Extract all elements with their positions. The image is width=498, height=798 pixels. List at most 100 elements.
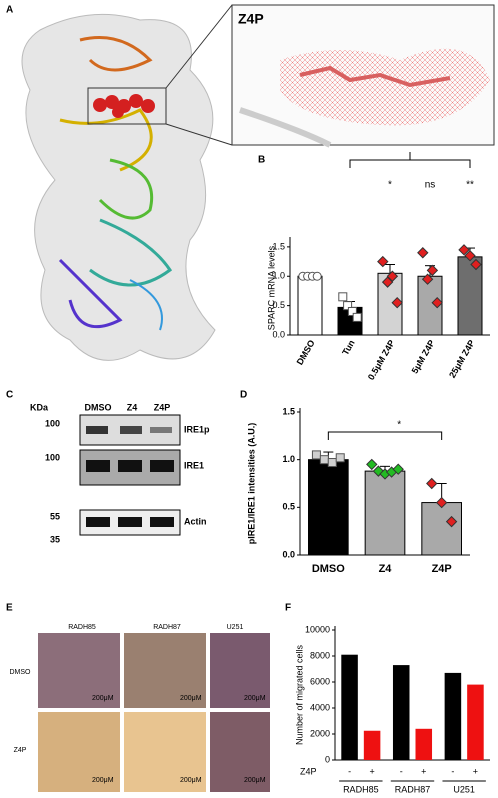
y-tick-label: 0.5 [272,300,285,310]
data-point [366,458,378,471]
data-point [372,465,385,477]
data-point [421,273,434,285]
scale-bar: 200μM [180,777,202,784]
bar [341,654,358,760]
row-label: Z4P [14,747,27,754]
inset-label: Z4P [238,11,264,27]
data-point [311,450,321,460]
significance-bracket [349,159,471,168]
data-point [312,271,322,281]
panel-letter: F [285,603,291,614]
data-point [335,453,345,463]
bar [457,256,483,336]
legend-entry: - [451,766,454,776]
data-point [426,477,438,490]
scale-bar: 200μM [92,695,114,702]
mw-marker: 100 [45,418,60,428]
panel-letter: A [6,5,13,16]
y-tick-label: 1.0 [282,454,295,464]
significance-bracket [327,431,443,440]
data-point [470,258,482,271]
scale-bar: 200μM [180,695,202,702]
data-point [431,296,443,309]
mw-marker: 35 [50,534,60,544]
bar [364,470,406,556]
data-point [352,312,362,322]
legend-title: Z4P [300,766,317,776]
legend-entry: - [348,766,351,776]
bar [308,459,349,556]
micrographs: E RADH85 RADH87 U251 DMSO Z4P 200μM 200μ… [6,603,270,792]
data-point [426,264,439,277]
y-tick-label: 1.5 [282,406,295,416]
x-tick-label: 25μM Z4P [447,338,477,379]
y-tick-label: 0.0 [282,549,295,559]
bar [421,502,463,556]
protein-structure [21,4,233,361]
data-point [319,455,329,465]
bar [297,275,323,336]
x-tick-label: 5μM Z4P [410,338,437,375]
annotation: ns [425,180,436,191]
x-tick-label: DMSO [295,338,317,366]
bar [444,672,462,760]
y-axis-label: Number of migrated cells [294,644,304,745]
panel-letter: C [6,390,13,401]
y-tick-label: 0 [325,754,330,764]
data-point [445,515,458,528]
data-point [417,247,429,259]
column-label: RADH85 [68,624,96,631]
data-point [386,270,399,282]
x-tick-label: U251 [453,784,475,794]
blot-header: Z4P [154,402,171,412]
inset: Z4P [231,4,495,148]
y-tick-label: 4000 [310,702,330,712]
y-tick-label: 0.0 [272,329,285,339]
legend-entry: + [473,766,478,776]
y-axis-label: pIRE1/IRE1 intensities (A.U.) [246,423,256,545]
x-tick-label: RADH87 [395,784,431,794]
blot-header: Z4 [127,402,138,412]
bar [392,665,410,760]
scale-bar: 200μM [244,777,266,784]
data-point [392,463,404,475]
x-tick-label: 0.5μM Z4P [366,338,397,382]
annotation: * [397,420,401,431]
column-label: U251 [227,624,244,631]
row-label: DMSO [10,669,32,676]
x-tick-label: DMSO [312,563,345,575]
data-point [464,249,476,262]
data-point [391,296,403,309]
blot-header: DMSO [85,402,112,412]
y-axis-label: SPARC mRNA levels [266,245,276,330]
y-tick-label: 1.5 [272,241,285,251]
blot-label: IRE1 [184,460,204,470]
scale-bar: 200μM [92,777,114,784]
legend-entry: + [369,766,374,776]
annotation: ** [466,180,474,191]
legend-entry: - [400,766,403,776]
bar [363,730,381,760]
x-tick-label: Z4P [432,563,452,575]
y-tick-label: 8000 [310,650,330,660]
annotation: * [388,180,392,191]
bar [467,684,484,760]
legend-entry: + [421,766,426,776]
y-tick-label: 2000 [310,728,330,738]
data-point [347,307,357,316]
column-label: RADH87 [153,624,181,631]
mw-marker: 100 [45,452,60,462]
x-tick-label: Tun [340,338,357,357]
panel-letter: D [240,390,247,401]
y-tick-label: 0.5 [282,502,295,512]
y-tick-label: 1.0 [272,271,285,281]
x-tick-label: Z4 [379,563,393,575]
western-blot: C KDa DMSO Z4 Z4P 100 IRE1p 100 IRE1 55 … [6,390,210,545]
data-point [377,255,389,268]
blot-label: Actin [184,516,207,526]
y-tick-label: 10000 [305,624,330,634]
scale-bar: 200μM [244,695,266,702]
panel-letter: E [6,603,13,614]
data-point [435,496,448,509]
